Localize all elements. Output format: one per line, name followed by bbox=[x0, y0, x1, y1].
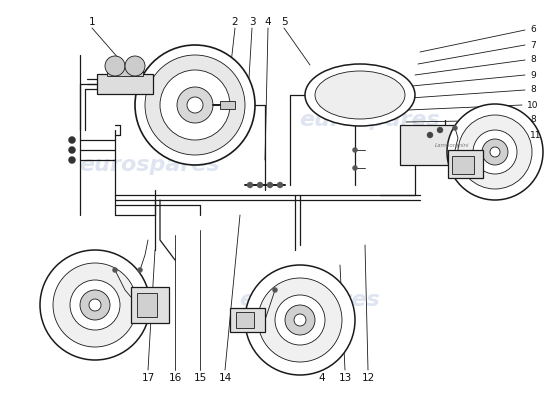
Circle shape bbox=[70, 280, 120, 330]
Circle shape bbox=[69, 146, 75, 154]
Text: 2: 2 bbox=[232, 17, 238, 27]
Bar bbox=[400, 125, 505, 165]
Circle shape bbox=[258, 278, 342, 362]
Text: eurospares: eurospares bbox=[80, 155, 221, 175]
Text: 13: 13 bbox=[338, 373, 351, 383]
Bar bbox=[452, 156, 474, 174]
Text: eurospares: eurospares bbox=[240, 290, 381, 310]
Circle shape bbox=[89, 299, 101, 311]
Circle shape bbox=[353, 166, 358, 170]
Circle shape bbox=[160, 70, 230, 140]
Circle shape bbox=[473, 130, 517, 174]
Bar bbox=[236, 312, 254, 328]
Circle shape bbox=[285, 305, 315, 335]
Circle shape bbox=[125, 56, 145, 76]
Text: 8: 8 bbox=[530, 86, 536, 94]
Circle shape bbox=[53, 263, 137, 347]
Circle shape bbox=[69, 136, 75, 144]
Text: 4: 4 bbox=[265, 17, 271, 27]
Text: 10: 10 bbox=[527, 100, 538, 110]
Text: Lamborghini: Lamborghini bbox=[434, 142, 469, 148]
Circle shape bbox=[105, 56, 125, 76]
Bar bbox=[220, 101, 235, 109]
Circle shape bbox=[80, 290, 110, 320]
Text: 4: 4 bbox=[318, 373, 325, 383]
Bar bbox=[107, 64, 143, 76]
Text: 11: 11 bbox=[530, 130, 542, 140]
Circle shape bbox=[447, 104, 543, 200]
Circle shape bbox=[247, 182, 253, 188]
Circle shape bbox=[294, 314, 306, 326]
Circle shape bbox=[187, 97, 203, 113]
Text: 16: 16 bbox=[168, 373, 182, 383]
Circle shape bbox=[69, 156, 75, 164]
Text: 1: 1 bbox=[89, 17, 95, 27]
Text: 12: 12 bbox=[361, 373, 375, 383]
Text: 7: 7 bbox=[530, 40, 536, 50]
Circle shape bbox=[490, 147, 500, 157]
Circle shape bbox=[245, 265, 355, 375]
Bar bbox=[448, 150, 483, 178]
Text: 9: 9 bbox=[530, 70, 536, 80]
Circle shape bbox=[427, 132, 433, 138]
Text: 8: 8 bbox=[530, 56, 536, 64]
Circle shape bbox=[257, 182, 263, 188]
Circle shape bbox=[267, 182, 273, 188]
Bar bbox=[230, 308, 265, 332]
Circle shape bbox=[135, 45, 255, 165]
Text: 6: 6 bbox=[530, 26, 536, 34]
Bar bbox=[137, 293, 157, 317]
Text: eurospares: eurospares bbox=[300, 110, 441, 130]
Circle shape bbox=[275, 295, 325, 345]
Circle shape bbox=[40, 250, 150, 360]
Circle shape bbox=[177, 87, 213, 123]
Circle shape bbox=[113, 268, 118, 272]
Circle shape bbox=[453, 126, 458, 130]
Text: 8: 8 bbox=[530, 116, 536, 124]
Circle shape bbox=[353, 148, 358, 152]
Circle shape bbox=[138, 268, 142, 272]
Text: 14: 14 bbox=[218, 373, 232, 383]
Bar bbox=[131, 287, 169, 323]
Circle shape bbox=[482, 139, 508, 165]
Ellipse shape bbox=[315, 71, 405, 119]
Text: 5: 5 bbox=[280, 17, 287, 27]
Circle shape bbox=[145, 55, 245, 155]
Circle shape bbox=[277, 182, 283, 188]
Bar bbox=[97, 74, 153, 94]
Circle shape bbox=[272, 288, 278, 292]
Circle shape bbox=[437, 127, 443, 133]
Text: 17: 17 bbox=[141, 373, 155, 383]
Text: 15: 15 bbox=[194, 373, 207, 383]
Circle shape bbox=[458, 115, 532, 189]
Ellipse shape bbox=[305, 64, 415, 126]
Text: 3: 3 bbox=[249, 17, 255, 27]
